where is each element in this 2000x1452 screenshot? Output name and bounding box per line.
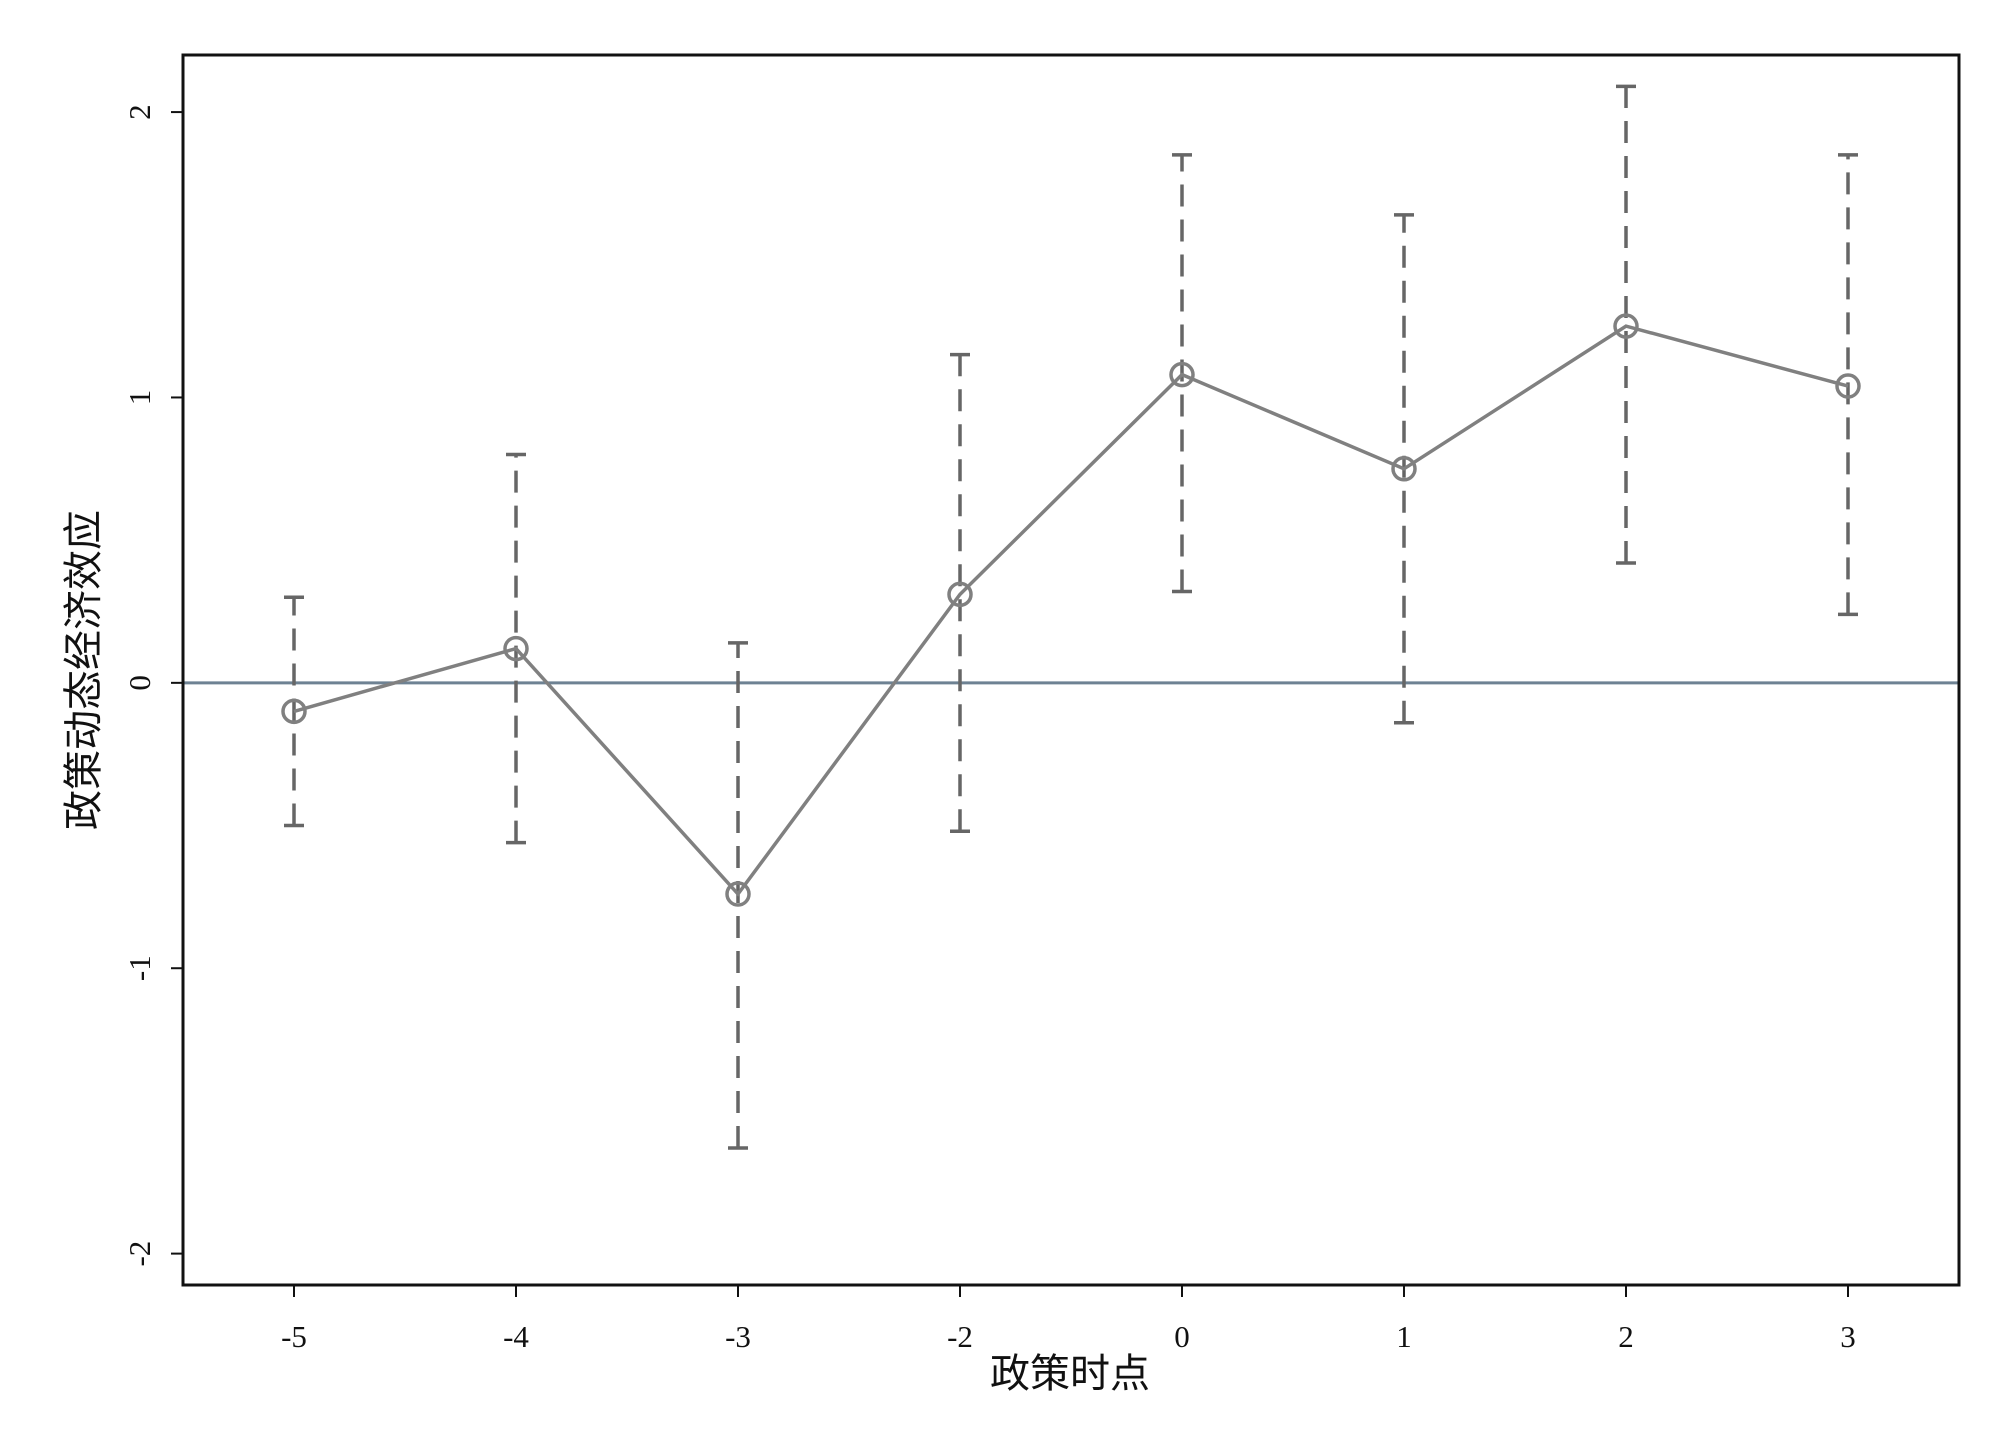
x-tick-label: 3: [1840, 1319, 1856, 1354]
y-tick-label: 0: [122, 675, 157, 691]
plot-frame: [181, 53, 1961, 1287]
point: [1169, 361, 1195, 388]
point: [725, 881, 751, 907]
point: [1835, 373, 1861, 399]
y-tick-label: -1: [122, 955, 157, 981]
x-tick-label: -3: [725, 1319, 751, 1354]
y-tick-label: 2: [122, 104, 157, 120]
y-axis-title: 政策动态经济效应: [61, 510, 106, 830]
x-tick-label: 1: [1396, 1319, 1412, 1354]
x-tick-label: 0: [1174, 1319, 1190, 1354]
point: [1391, 456, 1417, 482]
x-tick-label: -5: [281, 1319, 307, 1354]
y-tick-label: -2: [122, 1241, 157, 1267]
x-tick-label: -4: [503, 1319, 529, 1354]
y-tick-label: 1: [122, 390, 157, 406]
point: [947, 581, 973, 608]
line: [293, 324, 1849, 897]
point: [281, 698, 307, 725]
point: [1613, 313, 1639, 339]
x-axis-title: 政策时点: [990, 1351, 1150, 1396]
point: [503, 635, 529, 662]
x-tick-label: -2: [947, 1319, 973, 1354]
x-tick-label: 2: [1618, 1319, 1634, 1354]
